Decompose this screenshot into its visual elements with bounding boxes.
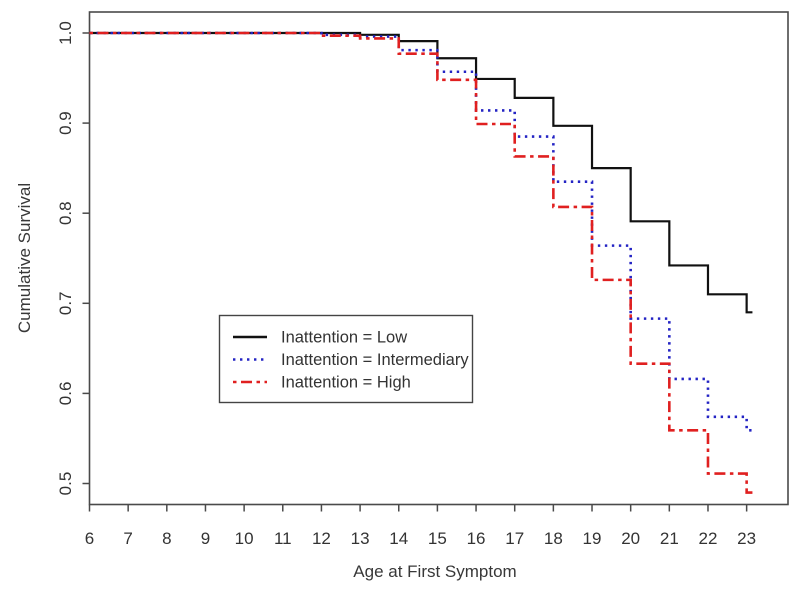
x-tick-label-11: 11	[274, 529, 292, 548]
x-tick-label-8: 8	[162, 529, 171, 548]
x-tick-label-10: 10	[235, 529, 254, 548]
x-tick-label-13: 13	[351, 529, 370, 548]
x-tick-label-14: 14	[389, 529, 408, 548]
legend-label-low: Inattention = Low	[281, 329, 407, 347]
x-tick-label-6: 6	[85, 529, 94, 548]
x-tick-label-7: 7	[123, 529, 132, 548]
x-tick-label-21: 21	[660, 529, 679, 548]
x-tick-label-9: 9	[201, 529, 210, 548]
y-tick-label-0.8: 0.8	[56, 201, 75, 225]
series-high	[89, 31, 753, 494]
y-tick-label-0.7: 0.7	[56, 291, 75, 315]
y-tick-label-1.0: 1.0	[56, 21, 75, 45]
plot-generated-content: 6 7 8 9 10 11 12 13 14 15 16 17 18 19 20 21 22 23 0.5 0.6 0.…	[56, 11, 789, 548]
x-tick-label-12: 12	[312, 529, 331, 548]
x-tick-label-15: 15	[428, 529, 447, 548]
y-tick-label-0.9: 0.9	[56, 111, 75, 135]
x-axis-title: Age at First Symptom	[353, 562, 516, 581]
series-low	[89, 31, 753, 314]
x-tick-label-18: 18	[544, 529, 563, 548]
y-tick-label-0.6: 0.6	[56, 382, 75, 406]
x-tick-label-23: 23	[737, 529, 756, 548]
x-tick-label-16: 16	[467, 529, 486, 548]
y-axis-title: Cumulative Survival	[15, 183, 34, 333]
x-tick-label-17: 17	[505, 529, 524, 548]
x-tick-label-22: 22	[699, 529, 718, 548]
x-tick-label-19: 19	[583, 529, 602, 548]
y-tick-label-0.5: 0.5	[56, 472, 75, 496]
legend-label-intermediary: Inattention = Intermediary	[281, 351, 469, 369]
plot-box	[88, 11, 789, 506]
x-tick-label-20: 20	[621, 529, 640, 548]
legend-label-high: Inattention = High	[281, 374, 411, 392]
